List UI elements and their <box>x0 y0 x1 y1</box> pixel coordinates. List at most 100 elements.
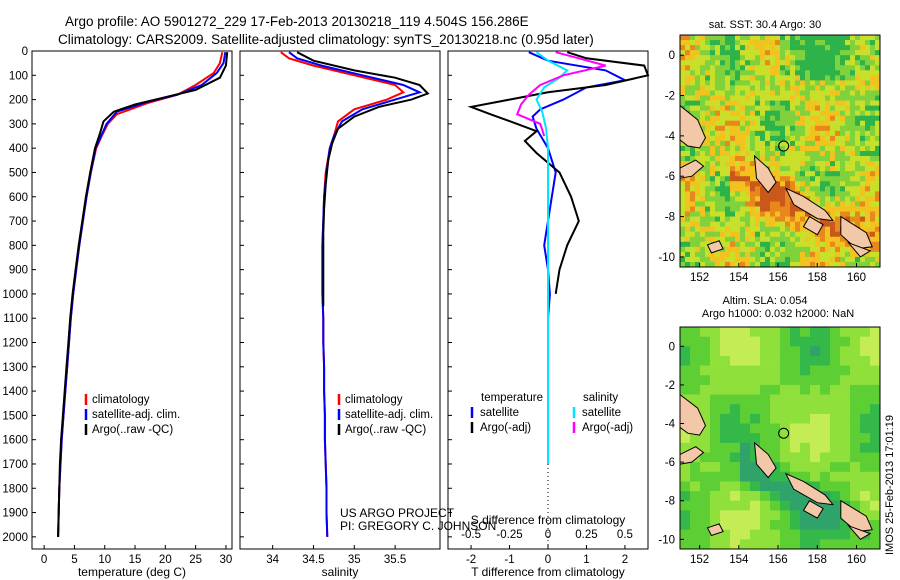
map-cell <box>870 186 876 192</box>
map-cell <box>770 251 776 258</box>
map-cell <box>755 80 761 86</box>
map-cell <box>750 246 756 253</box>
map-cell <box>720 55 726 61</box>
map-cell <box>865 110 871 116</box>
map-cell <box>690 539 701 550</box>
map-cell <box>870 156 876 162</box>
map-cell <box>685 221 691 227</box>
map-cell <box>760 85 766 91</box>
map-cell <box>735 120 741 127</box>
map-cell <box>725 261 731 268</box>
y-tick-label: -10 <box>658 252 675 264</box>
map-cell <box>800 346 811 357</box>
map-cell <box>735 125 741 132</box>
map-cell <box>715 226 721 232</box>
map-cell <box>750 241 756 248</box>
map-cell <box>790 404 801 415</box>
map-cell <box>855 140 861 147</box>
map-cell <box>715 161 721 167</box>
map-cell <box>690 145 696 152</box>
map-cell <box>710 423 721 434</box>
map-cell <box>820 384 831 395</box>
map-cell <box>810 404 821 415</box>
map-cell <box>740 191 746 197</box>
map-cell <box>780 95 786 101</box>
map-cell <box>755 110 761 116</box>
map-cell <box>740 355 751 366</box>
map-cell <box>780 539 791 550</box>
map-cell <box>810 171 816 177</box>
map-cell <box>730 201 736 207</box>
map-cell <box>785 120 791 127</box>
map-cell <box>740 201 746 207</box>
map-cell <box>700 196 706 202</box>
map-cell <box>760 365 771 376</box>
map-cell <box>680 529 691 540</box>
map-cell <box>835 186 841 192</box>
map-cell <box>785 226 791 232</box>
map-cell <box>790 375 801 386</box>
map-cell <box>855 145 861 152</box>
map-cell <box>710 201 716 207</box>
map-cell <box>770 346 781 357</box>
map-cell <box>725 40 731 46</box>
map-cell <box>710 181 716 187</box>
map-cell <box>820 70 826 76</box>
map-cell <box>830 216 836 222</box>
legend-label: climatology <box>345 394 403 406</box>
map-cell <box>780 65 786 71</box>
map-cell <box>720 191 726 197</box>
map-cell <box>785 110 791 116</box>
map-cell <box>710 75 716 81</box>
map-cell <box>770 201 776 207</box>
map-cell <box>700 256 706 263</box>
map-cell <box>870 191 876 197</box>
map-cell <box>795 161 801 167</box>
map-cell <box>755 246 761 253</box>
map-cell <box>795 50 801 56</box>
map-cell <box>840 35 846 41</box>
map-cell <box>825 50 831 56</box>
map-cell <box>780 375 791 386</box>
map-cell <box>760 125 766 132</box>
map-cell <box>730 346 741 357</box>
map-cell <box>830 261 836 268</box>
map-cell <box>830 156 836 162</box>
y-tick-label: -6 <box>665 171 675 183</box>
map-cell <box>875 105 881 111</box>
map-cell <box>845 216 851 222</box>
map-cell <box>770 35 776 41</box>
map-cell <box>810 236 816 243</box>
map-cell <box>720 100 726 106</box>
map-cell <box>840 423 851 434</box>
map-cell <box>860 50 866 56</box>
map-cell <box>805 85 811 91</box>
map-cell <box>785 246 791 253</box>
map-cell <box>710 80 716 86</box>
map-cell <box>680 45 686 51</box>
map-cell <box>680 261 686 268</box>
map-cell <box>730 191 736 197</box>
map-cell <box>760 65 766 71</box>
map-cell <box>850 423 861 434</box>
map-cell <box>870 105 876 111</box>
map-cell <box>860 191 866 197</box>
map-cell <box>695 95 701 101</box>
map-cell <box>735 186 741 192</box>
map-cell <box>710 500 721 511</box>
map-cell <box>800 186 806 192</box>
map-cell <box>820 231 826 238</box>
map-cell <box>700 500 711 511</box>
map-cell <box>770 186 776 192</box>
map-cell <box>690 75 696 81</box>
map-cell <box>845 171 851 177</box>
map-cell <box>815 45 821 51</box>
map-cell <box>730 171 736 177</box>
legend-label: Argo(-adj) <box>480 422 531 434</box>
map-cell <box>740 110 746 116</box>
map-cell <box>810 110 816 116</box>
map-cell <box>740 75 746 81</box>
map-cell <box>710 211 716 217</box>
series-line-2 <box>535 51 569 464</box>
map-cell <box>775 145 781 152</box>
